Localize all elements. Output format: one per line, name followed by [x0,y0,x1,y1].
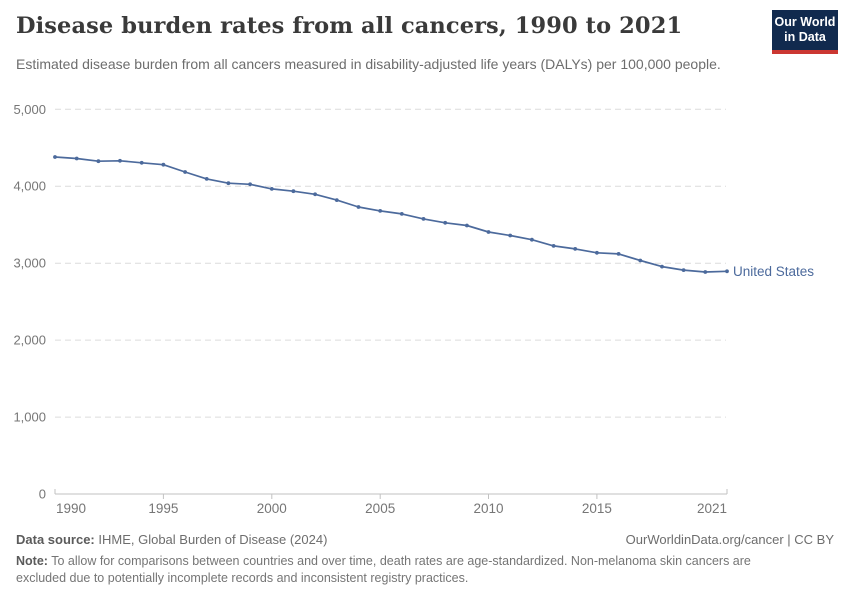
data-point [118,158,122,163]
footnote-text: To allow for comparisons between countri… [16,554,751,585]
data-point [443,220,448,225]
series-line [54,156,728,273]
data-point [681,268,686,272]
rights-link[interactable]: OurWorldinData.org/cancer | CC BY [625,532,834,547]
data-point [96,159,101,164]
data-point [573,247,578,251]
footnote: Note: To allow for comparisons between c… [16,553,788,586]
data-point [551,244,556,248]
x-axis-tick-label: 1995 [148,501,178,516]
data-point [139,160,144,165]
chart-subtitle: Estimated disease burden from all cancer… [16,56,721,72]
data-point [399,212,404,216]
series-label: United States [733,264,814,279]
data-point [616,252,621,256]
x-axis-tick-label: 2005 [365,501,395,516]
chart-title: Disease burden rates from all cancers, 1… [16,13,683,39]
y-axis-tick-label: 3,000 [13,256,46,271]
data-point [74,156,79,161]
y-axis-tick-label: 2,000 [13,333,46,348]
data-point [226,181,231,186]
footnote-label: Note: [16,554,48,568]
data-point [660,264,664,269]
data-point [486,230,491,234]
data-point [530,237,534,242]
footer: Data source: IHME, Global Burden of Dise… [16,532,834,547]
data-point [161,162,166,167]
data-point [421,217,426,221]
data-source-text: IHME, Global Burden of Disease (2024) [94,532,328,547]
x-axis-tick-label: 2010 [473,501,503,516]
data-point [725,269,729,274]
data-point [378,209,383,213]
x-axis-tick-label: 1990 [56,501,86,516]
data-point [204,177,209,181]
data-point [465,223,469,228]
owid-logo-line1: Our World [774,15,836,30]
owid-logo-red-stripe [772,50,838,54]
y-axis-tick-label: 4,000 [13,179,46,194]
data-point [508,233,513,238]
data-point [356,205,361,209]
x-axis-tick-label: 2000 [257,501,287,516]
data-point [313,192,317,197]
data-point [183,170,188,174]
x-axis-tick-label: 2021 [697,501,727,516]
y-axis-tick-label: 0 [39,487,46,502]
data-point [291,189,296,194]
data-point [53,155,57,159]
data-source-label: Data source: [16,532,95,547]
y-axis-tick-label: 5,000 [13,102,46,117]
owid-logo-line2: in Data [784,30,826,44]
data-point [703,270,708,274]
data-point [248,182,253,187]
line-chart: 0 1,000 2,000 3,000 4,000 5,000 1990 1995 2000 20… [13,102,814,516]
y-axis-tick-label: 1,000 [13,410,46,425]
data-point [334,198,339,202]
data-point [269,187,274,191]
data-point [638,258,643,263]
owid-logo[interactable]: Our World in Data [772,10,838,54]
x-axis-tick-label: 2015 [582,501,612,516]
data-source-line: Data source: IHME, Global Burden of Dise… [16,532,327,547]
data-point [595,250,599,255]
